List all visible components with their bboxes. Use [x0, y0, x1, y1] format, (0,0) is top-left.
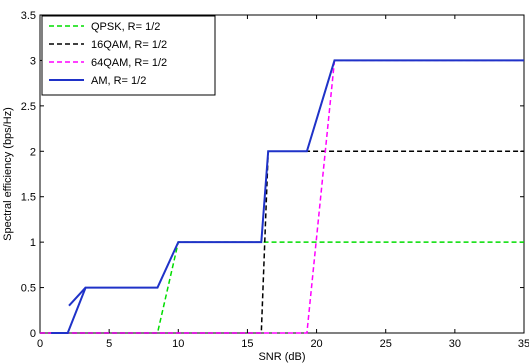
series-line-4: [68, 286, 87, 307]
legend-label: 16QAM, R= 1/2: [91, 39, 167, 51]
y-tick-label: 2.5: [21, 101, 36, 113]
x-axis: 0 5 10 15 20 25 30 35: [37, 15, 529, 350]
x-axis-label: SNR (dB): [258, 351, 305, 363]
legend-label: QPSK, R= 1/2: [91, 21, 160, 33]
y-tick-label: 2: [30, 146, 36, 158]
y-tick-label: 0: [30, 328, 36, 340]
x-tick-label: 5: [106, 338, 112, 350]
series-line-1: [40, 150, 524, 334]
legend: QPSK, R= 1/2 16QAM, R= 1/2 64QAM, R= 1/2 AM…: [41, 15, 216, 96]
y-tick-label: 0.5: [21, 283, 36, 295]
legend-box: [41, 15, 216, 96]
y-tick-label: 1: [30, 237, 36, 249]
series-layer: [40, 59, 524, 334]
y-tick-label: 3: [30, 55, 36, 67]
legend-label: AM, R= 1/2: [91, 75, 146, 87]
legend-label: 64QAM, R= 1/2: [91, 57, 167, 69]
y-axis-label: Spectral efficiency (bps/Hz): [2, 107, 14, 241]
x-tick-label: 20: [310, 338, 322, 350]
x-tick-label: 30: [449, 338, 461, 350]
x-tick-label: 25: [380, 338, 392, 350]
series-line-3: [51, 59, 524, 334]
x-tick-label: 0: [37, 338, 43, 350]
x-tick-label: 35: [518, 338, 529, 350]
y-tick-label: 1.5: [21, 192, 36, 204]
x-tick-label: 15: [241, 338, 253, 350]
y-tick-label: 3.5: [21, 10, 36, 22]
x-tick-label: 10: [172, 338, 184, 350]
